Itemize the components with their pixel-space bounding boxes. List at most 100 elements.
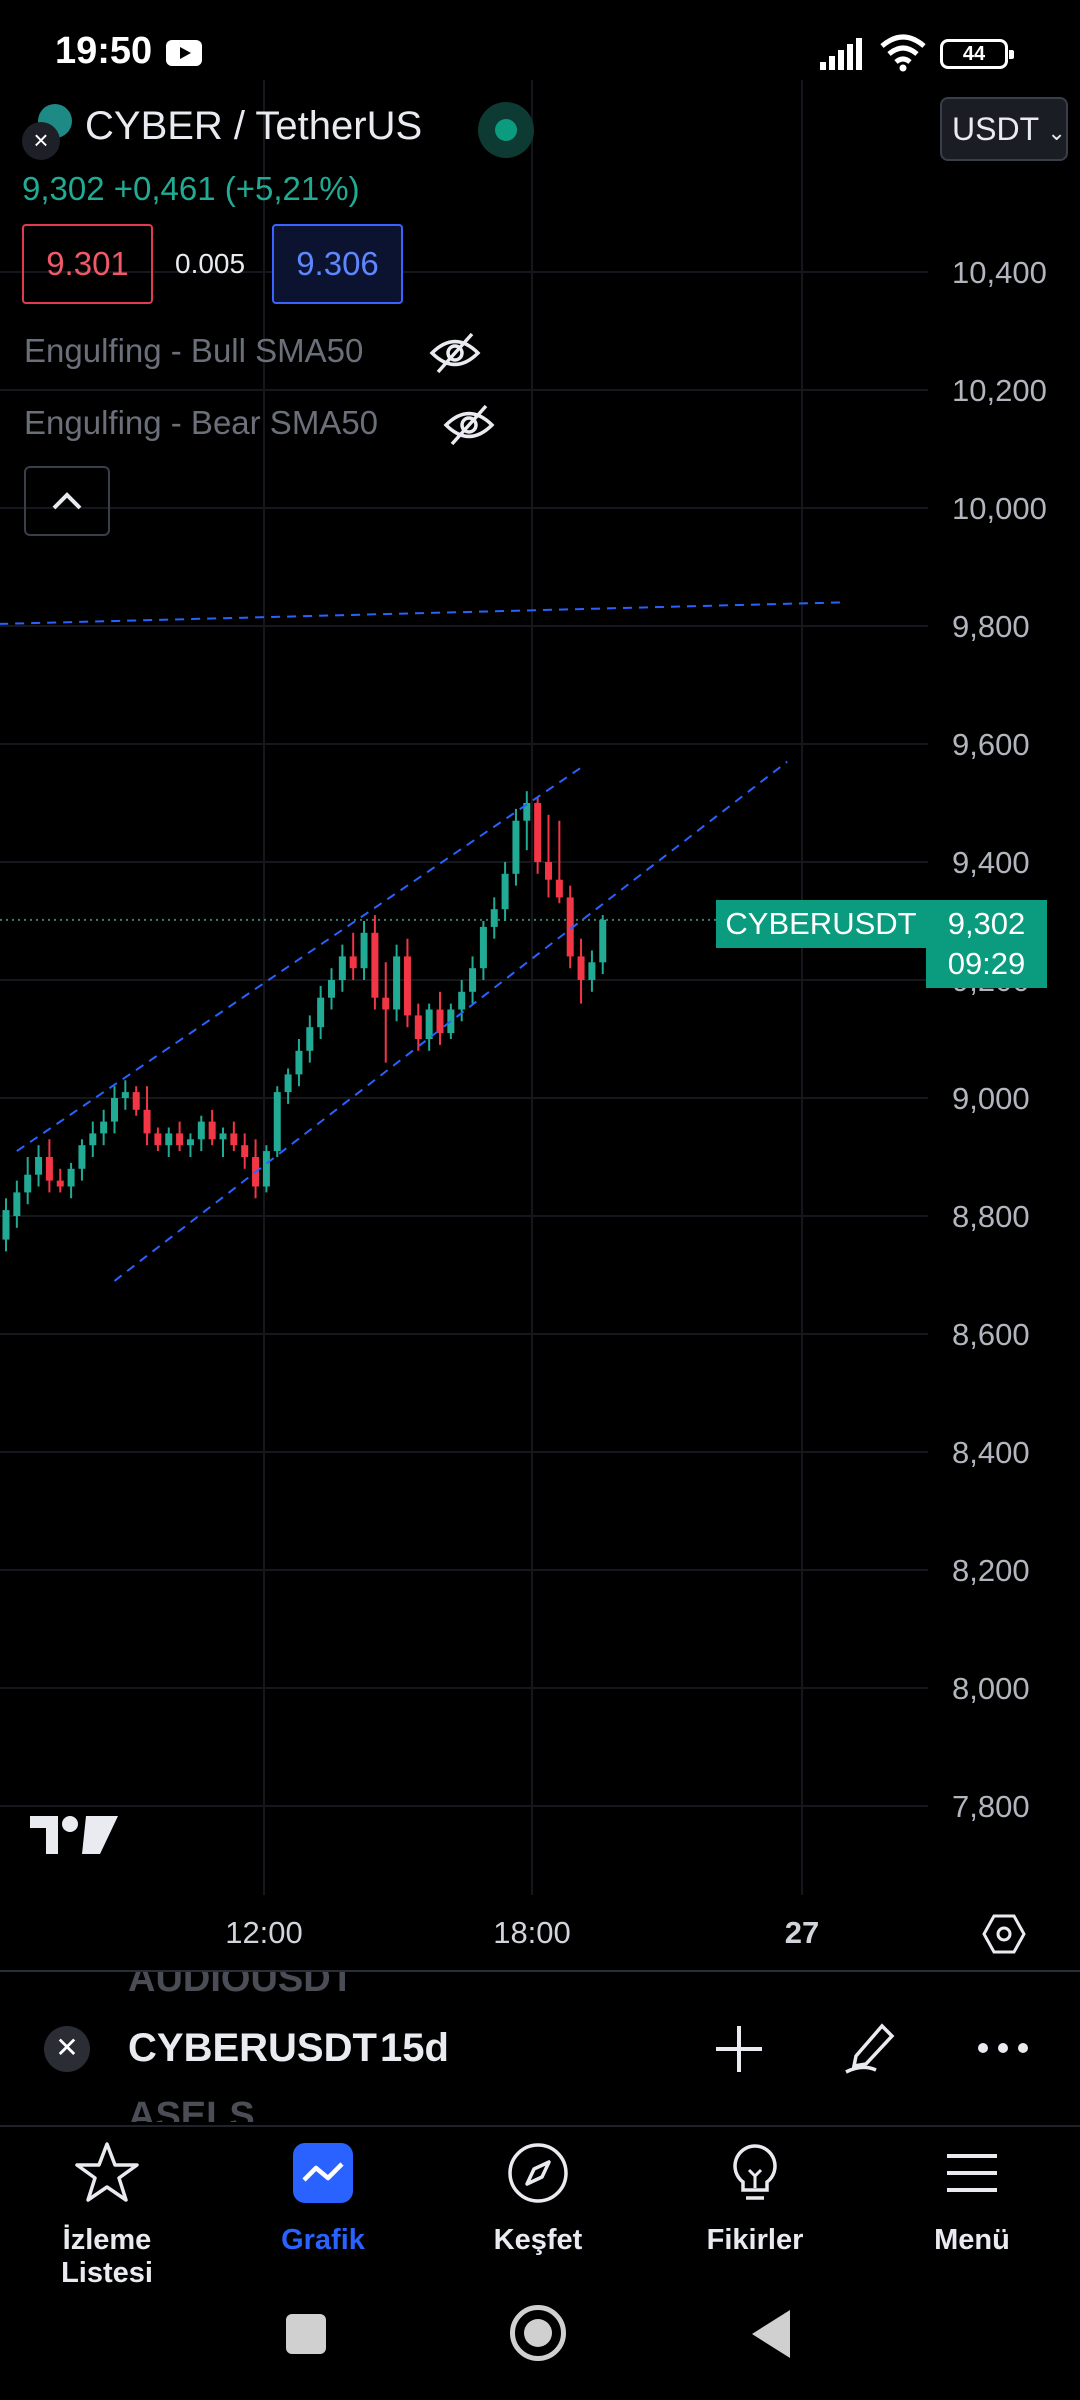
last-price-symbol-tag: CYBERUSDT — [716, 900, 926, 948]
candle-body — [599, 919, 607, 963]
nav-explore[interactable]: Keşfet — [448, 2140, 628, 2270]
indicator-engulfing-bull[interactable]: Engulfing - Bull SMA50 — [24, 332, 364, 369]
nav-label: Menü — [934, 2224, 1010, 2256]
next-symbol-ghost: ASELS — [128, 2095, 255, 2137]
candle-body — [208, 1121, 216, 1140]
candle-body — [425, 1009, 433, 1039]
nav-menu[interactable]: Menü — [882, 2140, 1062, 2270]
nav-divider — [0, 2125, 1080, 2127]
interval-selector[interactable]: 15d — [380, 2026, 449, 2070]
nav-ideas[interactable]: Fikirler — [665, 2140, 845, 2270]
candle-body — [143, 1109, 151, 1134]
time-axis-label: 12:00 — [225, 1915, 303, 1950]
previous-symbol-ghost: AUDIOUSDT — [128, 1958, 354, 2000]
candle-body — [284, 1074, 292, 1093]
close-symbol-icon[interactable]: × — [22, 122, 60, 160]
candle-body — [100, 1121, 108, 1134]
battery-icon: 44 — [940, 39, 1014, 69]
candle-body — [186, 1139, 194, 1146]
sell-button[interactable]: 9.301 — [22, 224, 153, 304]
candle-body — [588, 962, 596, 980]
candle-body — [262, 1151, 270, 1187]
price-axis-label: 8,200 — [952, 1553, 1030, 1588]
chevron-up-icon — [52, 492, 82, 510]
trendline — [16, 766, 582, 1152]
candle-body — [13, 1192, 21, 1216]
current-symbol[interactable]: CYBERUSDT — [128, 2026, 377, 2070]
nav-watchlist[interactable]: İzleme Listesi — [17, 2140, 197, 2289]
candle-body — [132, 1092, 140, 1110]
indicator-engulfing-bear[interactable]: Engulfing - Bear SMA50 — [24, 404, 379, 441]
nav-chart[interactable]: Grafik — [233, 2140, 413, 2270]
candle-body — [577, 956, 585, 980]
candle-body — [89, 1133, 97, 1146]
candle-body — [534, 803, 542, 862]
candle-body — [176, 1133, 184, 1146]
candle-body — [490, 909, 498, 927]
tradingview-logo — [30, 1816, 118, 1854]
trendline — [0, 601, 842, 625]
drawing-tools-icon[interactable] — [842, 2018, 900, 2076]
candle-body — [230, 1133, 238, 1146]
candle-body — [317, 997, 325, 1028]
recent-apps-button[interactable] — [286, 2314, 326, 2354]
price-chart[interactable]: 10,40010,20010,0009,8009,6009,4009,2009,… — [0, 80, 1080, 1980]
candle-body — [501, 873, 509, 910]
candle-body — [165, 1133, 173, 1146]
chart-settings-icon[interactable] — [982, 1912, 1026, 1956]
candle-body — [154, 1133, 162, 1146]
candle-body — [403, 956, 411, 1016]
battery-level: 44 — [962, 43, 986, 65]
candle-body — [273, 1092, 281, 1152]
chart-icon — [293, 2143, 353, 2203]
candle-body — [121, 1092, 129, 1098]
candle-body — [523, 803, 531, 821]
home-button[interactable] — [510, 2305, 566, 2361]
candle-body — [24, 1174, 32, 1193]
candle-body — [295, 1050, 303, 1075]
candle-body — [382, 997, 390, 1010]
price-axis-label: 7,800 — [952, 1789, 1030, 1824]
candle-body — [111, 1098, 118, 1122]
candle-body — [555, 879, 563, 898]
eye-hidden-icon[interactable] — [442, 402, 496, 448]
candle-body — [469, 968, 477, 992]
symbol-title[interactable]: CYBER / TetherUS — [85, 104, 423, 148]
candle-body — [338, 956, 346, 980]
time-axis-label: 27 — [785, 1915, 819, 1950]
candle-body — [56, 1180, 64, 1187]
candle-body — [349, 956, 357, 969]
close-icon[interactable]: ✕ — [44, 2026, 90, 2072]
buy-button[interactable]: 9.306 — [272, 224, 403, 304]
price-axis-label: 9,800 — [952, 609, 1030, 644]
candle-body — [414, 1015, 422, 1039]
back-button[interactable] — [752, 2310, 790, 2358]
market-status-icon[interactable] — [478, 102, 534, 158]
price-axis-label: 10,400 — [952, 255, 1047, 290]
status-time: 19:50 — [55, 30, 153, 72]
bar-countdown: 09:29 — [947, 946, 1026, 981]
hamburger-menu-icon — [947, 2154, 997, 2192]
more-options-icon[interactable] — [976, 2038, 1030, 2058]
candle-body — [197, 1121, 205, 1140]
candle-body — [2, 1210, 10, 1240]
eye-hidden-icon[interactable] — [428, 330, 482, 376]
candle-body — [219, 1133, 227, 1140]
candle-body — [566, 897, 574, 957]
add-icon[interactable] — [712, 2022, 766, 2076]
currency-select[interactable]: USDT ⌄ — [940, 97, 1068, 161]
candle-body — [545, 862, 552, 880]
price-change-line: 9,302 +0,461 (+5,21%) — [22, 170, 360, 207]
price-axis-label: 8,400 — [952, 1435, 1030, 1470]
nav-label: Keşfet — [493, 2224, 583, 2256]
signal-icon — [820, 38, 862, 70]
candle-body — [360, 932, 368, 969]
compass-icon — [508, 2143, 568, 2203]
candle-body — [306, 1027, 314, 1051]
candle-body — [328, 980, 335, 998]
price-axis-label: 8,600 — [952, 1317, 1030, 1352]
candle-body — [45, 1157, 53, 1181]
price-axis-label: 10,200 — [952, 373, 1047, 408]
collapse-legend-button[interactable] — [24, 466, 110, 536]
price-axis-label: 10,000 — [952, 491, 1047, 526]
